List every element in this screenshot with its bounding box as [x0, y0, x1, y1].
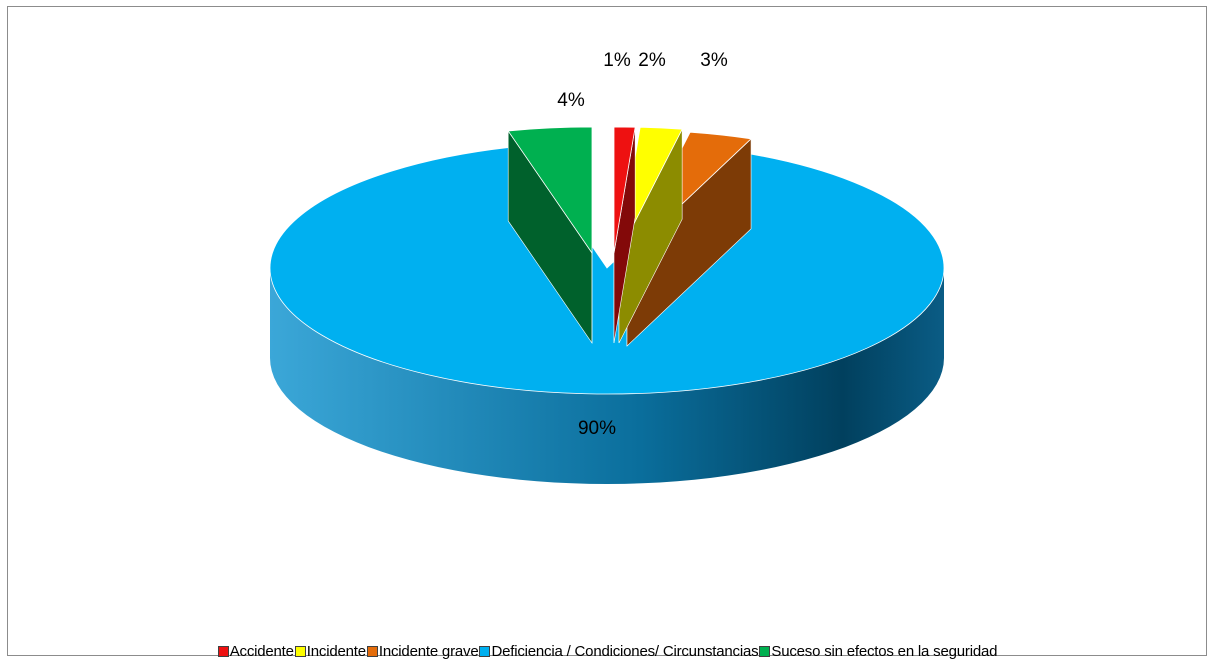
legend-label: Accidente: [229, 642, 294, 660]
slice-suceso-sin-efectos-en-la-seguridad: [507, 126, 593, 344]
data-label: 4%: [557, 90, 585, 111]
pie-slices: [269, 126, 945, 484]
data-label: 2%: [638, 50, 666, 71]
slice-top: [269, 145, 945, 395]
slice-top: [613, 126, 636, 254]
legend-item: Incidente grave: [366, 642, 480, 660]
legend-item: Incidente: [294, 642, 367, 660]
legend-label: Incidente: [306, 642, 366, 660]
data-labels: 1% 2% 3% 90% 4%: [557, 50, 728, 439]
legend-label: Suceso sin efectos en la seguridad: [771, 642, 998, 660]
legend-label: Deficiencia / Condiciones/ Circunstancia…: [491, 642, 759, 660]
data-label: 3%: [700, 50, 728, 71]
data-label: 1%: [603, 50, 631, 71]
legend-swatch: [479, 645, 491, 657]
legend-swatch: [759, 645, 771, 657]
slice-top: [507, 126, 593, 255]
legend-label: Incidente grave: [378, 642, 479, 660]
slice-accidente: [613, 126, 636, 344]
legend-item: Suceso sin efectos en la seguridad: [759, 643, 998, 660]
legend-swatch: [217, 645, 229, 657]
legend-swatch: [294, 645, 306, 657]
slice-top: [618, 126, 683, 254]
legend-item: Deficiencia / Condiciones/ Circunstancia…: [479, 643, 759, 660]
legend: Accidente Incidente Incidente grave Deficie…: [0, 641, 1216, 661]
data-label: 90%: [578, 418, 616, 439]
legend-item: Accidente: [217, 642, 295, 660]
legend-swatch: [366, 645, 378, 657]
